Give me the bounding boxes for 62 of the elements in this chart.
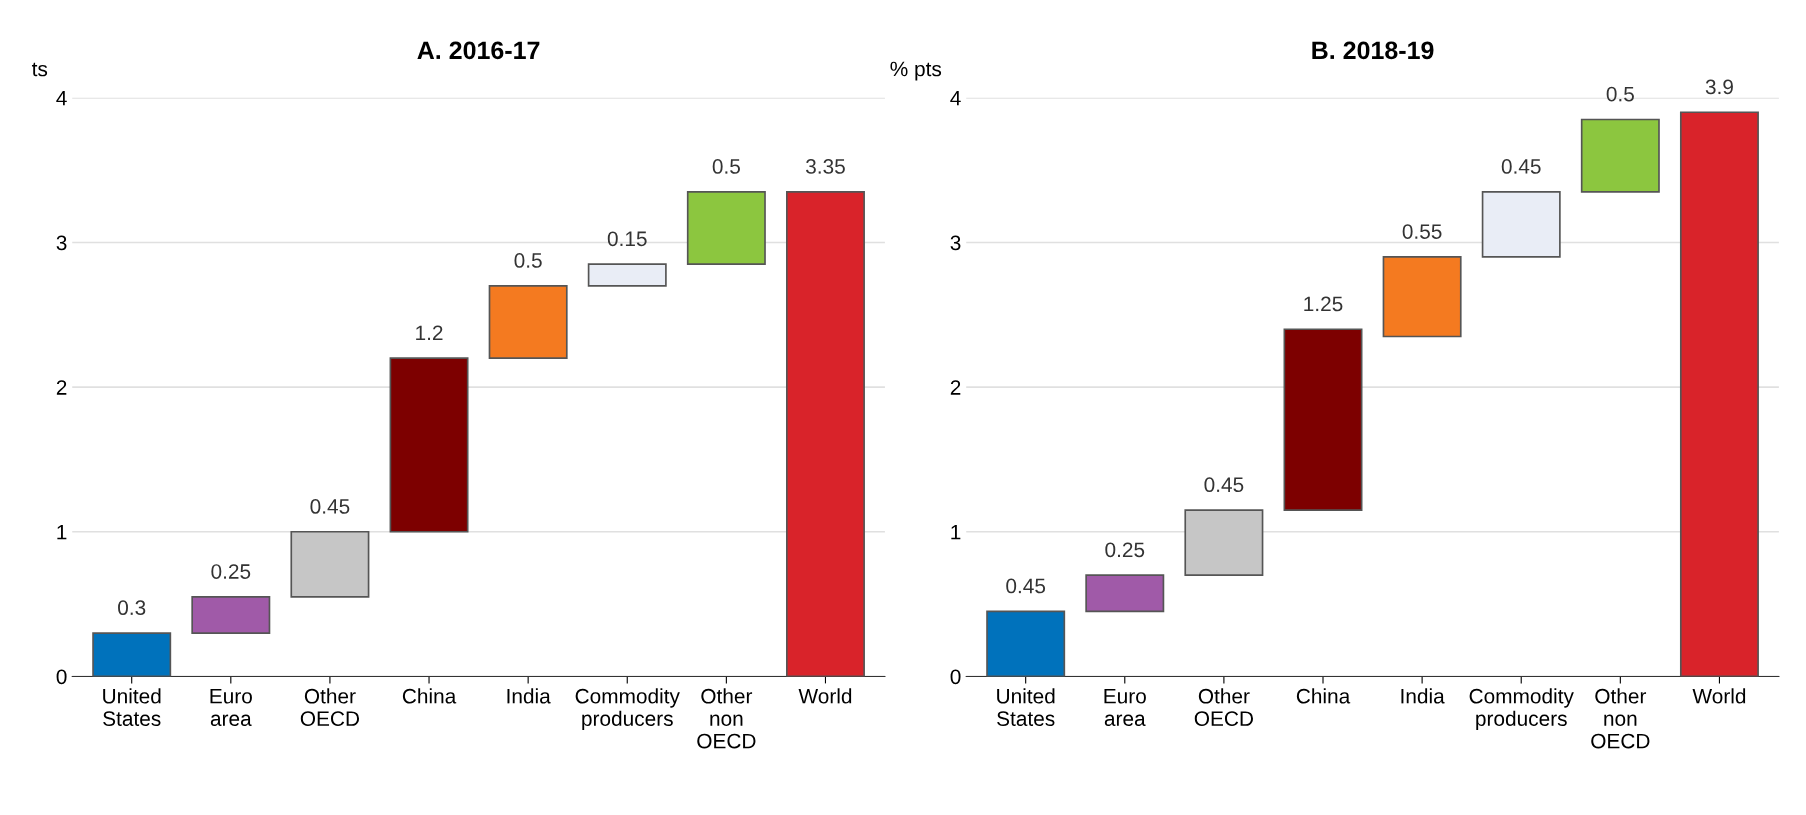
bar <box>1481 190 1561 258</box>
x-tick-label: World <box>798 688 852 704</box>
chart-title: A. 2016-17 <box>417 41 540 60</box>
x-tick-label: Euro area <box>1104 689 1146 726</box>
x-tick-label: Other OECD <box>300 688 360 726</box>
bar <box>986 610 1066 677</box>
x-tick-label: Euro area <box>210 689 252 726</box>
x-tick-label: China <box>1296 688 1351 704</box>
x-tick-label: India <box>1401 688 1445 704</box>
x-tick-label: Other OECD <box>1194 688 1253 726</box>
bar <box>1283 328 1363 511</box>
bar <box>1580 118 1660 193</box>
data-label: 0.55 <box>1402 224 1442 239</box>
x-tick-label: United States <box>103 688 161 726</box>
x-tick-label: Other non OECD <box>697 688 756 749</box>
data-label: 0.45 <box>1204 477 1244 493</box>
data-label: 3.9 <box>1705 79 1733 95</box>
data-label: 0.45 <box>310 499 350 514</box>
y-tick-label: 3 <box>56 235 67 251</box>
data-label: 0.5 <box>514 253 542 268</box>
y-axis-title: ts <box>31 62 48 77</box>
bar <box>1184 509 1264 577</box>
y-tick-label: 0 <box>950 669 961 685</box>
data-label: 0.25 <box>1105 542 1145 558</box>
bar <box>191 596 271 634</box>
x-tick-label: India <box>507 688 551 704</box>
bar <box>785 190 865 677</box>
bar <box>1382 256 1462 338</box>
y-tick-label: 3 <box>950 235 961 251</box>
bar <box>686 190 766 265</box>
data-label: 1.2 <box>416 325 443 340</box>
bar <box>488 285 568 360</box>
data-label: 0.15 <box>607 231 647 247</box>
x-tick-label: Other non OECD <box>1591 688 1650 749</box>
data-label: 0.5 <box>1606 86 1634 102</box>
x-tick-label: China <box>402 688 457 704</box>
x-tick-label: World <box>1692 688 1746 704</box>
data-label: 0.5 <box>712 159 740 174</box>
bar <box>389 357 469 533</box>
y-tick-label: 2 <box>56 380 67 395</box>
chart-title: B. 2018-19 <box>1312 41 1434 60</box>
bar <box>1085 574 1165 613</box>
bar <box>1679 111 1759 677</box>
y-tick-label: 0 <box>56 669 67 685</box>
data-label: 3.35 <box>806 159 845 174</box>
bar <box>290 530 370 598</box>
data-label: 0.3 <box>118 600 146 616</box>
bar <box>587 263 667 287</box>
y-tick-label: 2 <box>950 380 961 395</box>
y-tick-label: 4 <box>950 91 961 106</box>
y-tick-label: 4 <box>56 91 67 106</box>
bar <box>92 632 172 677</box>
x-tick-label: United States <box>997 688 1055 726</box>
data-label: 0.45 <box>1006 578 1046 594</box>
x-tick-label: Commodity producers <box>1469 688 1574 731</box>
x-tick-label: Commodity producers <box>575 688 680 731</box>
y-tick-label: 1 <box>951 525 961 540</box>
data-label: 0.45 <box>1501 159 1541 174</box>
data-label: 1.25 <box>1304 296 1343 312</box>
data-label: 0.25 <box>211 564 251 579</box>
y-axis-title: % pts <box>890 61 942 81</box>
y-tick-label: 1 <box>57 525 67 540</box>
